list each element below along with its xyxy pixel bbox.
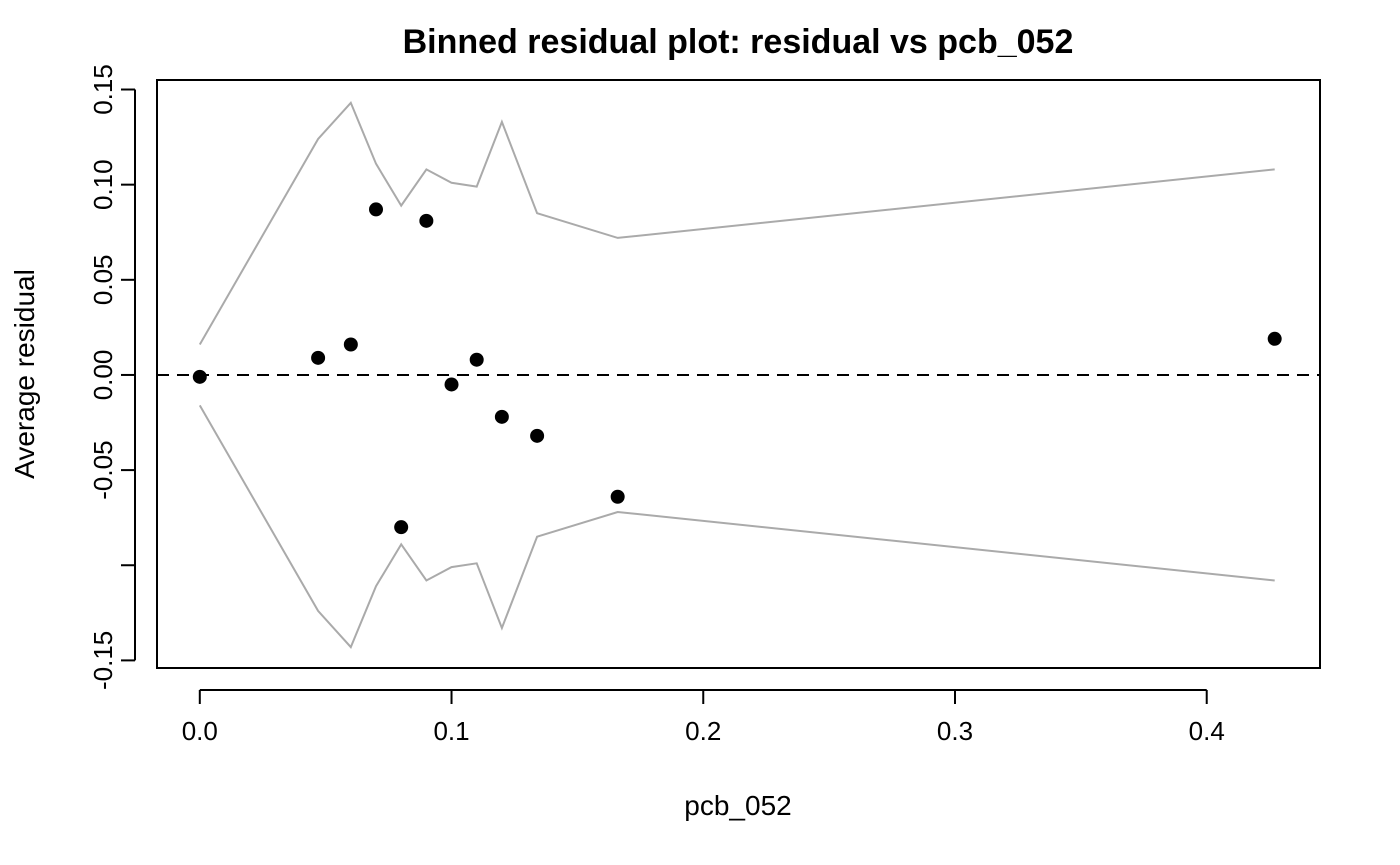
data-point [192,369,207,384]
y-axis-label: Average residual [9,269,40,479]
data-point [369,202,384,217]
y-tick-label: -0.15 [88,631,118,690]
data-point [311,350,326,365]
x-axis-label: pcb_052 [684,790,791,821]
y-tick-label: 0.10 [88,159,118,210]
data-point [394,520,409,535]
y-tick-label: 0.15 [88,64,118,115]
y-axis: -0.15 -0.05 0.00 0.05 0.10 0.15 [88,64,136,690]
lower-band-line [198,404,1275,649]
y-tick-label: 0.00 [88,350,118,401]
data-point [343,337,358,352]
data-point [494,409,509,424]
confidence-bands [198,100,1275,649]
x-tick-label: 0.2 [685,716,721,746]
x-tick-label: 0.4 [1189,716,1225,746]
data-point [419,213,434,228]
data-point [469,352,484,367]
y-tick-label: 0.05 [88,254,118,305]
data-point [530,428,545,443]
data-point [1267,331,1282,346]
chart-title: Binned residual plot: residual vs pcb_05… [403,23,1074,61]
data-point [610,489,625,504]
x-tick-label: 0.0 [182,716,218,746]
data-points [192,202,1282,535]
x-tick-label: 0.1 [433,716,469,746]
y-tick-label: -0.05 [88,440,118,499]
data-point [444,377,459,392]
x-tick-label: 0.3 [937,716,973,746]
x-axis: 0.0 0.1 0.2 0.3 0.4 [182,689,1225,746]
upper-band-line [198,100,1275,345]
